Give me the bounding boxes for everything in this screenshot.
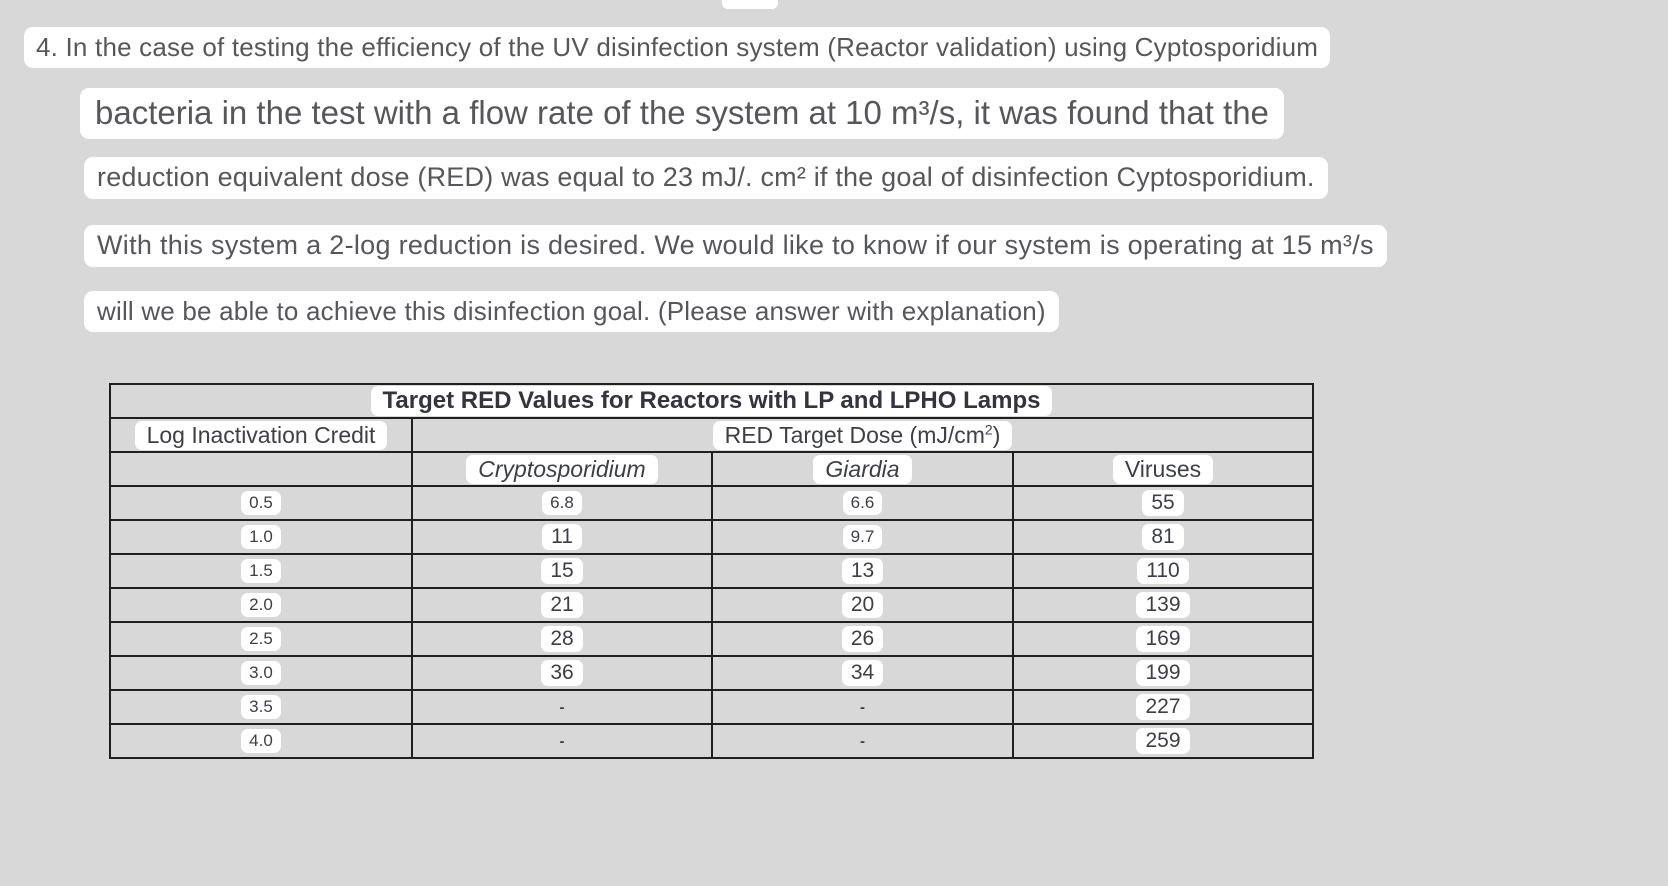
credit-value: 0.5 [241, 491, 281, 515]
dose-header-superscript: 2 [984, 420, 993, 437]
giardia-column-header-cell: Giardia [711, 451, 1014, 487]
cryptosporidium-value: 11 [542, 524, 582, 550]
table-row: 3.0 36 34 199 [109, 655, 1314, 691]
giardia-value: 20 [841, 592, 884, 618]
cryptosporidium-value: 6.8 [542, 491, 582, 515]
empty-subheader-cell [109, 451, 413, 487]
viruses-value: 81 [1142, 524, 1184, 550]
cryptosporidium-value: 21 [541, 592, 583, 618]
viruses-value: 169 [1136, 626, 1190, 652]
question-line-1: 4. In the case of testing the efficiency… [24, 27, 1331, 68]
table-subheader-row: Cryptosporidium Giardia Viruses [109, 451, 1314, 487]
red-target-dose-header-cell: RED Target Dose (mJ/cm2) [411, 417, 1314, 453]
viruses-column-header: Viruses [1112, 454, 1214, 484]
table-row: 3.5 - - 227 [109, 689, 1314, 725]
credit-value: 2.5 [241, 627, 281, 651]
question-line-2: bacteria in the test with a flow rate of… [80, 88, 1284, 139]
credit-value: 1.5 [241, 559, 281, 583]
cryptosporidium-value: 15 [541, 558, 583, 584]
viruses-column-header-cell: Viruses [1012, 451, 1314, 487]
credit-value: 3.5 [241, 695, 281, 719]
torn-highlight-artifact [722, 0, 778, 9]
table-title: Target RED Values for Reactors with LP a… [370, 386, 1053, 416]
giardia-value: 6.6 [842, 491, 883, 515]
cryptosporidium-value: - [411, 689, 713, 725]
table-row: 2.5 28 26 169 [109, 621, 1314, 657]
table-row: 1.0 11 9.7 81 [109, 519, 1314, 555]
table-row: 0.5 6.8 6.6 55 [109, 485, 1314, 521]
table-title-row: Target RED Values for Reactors with LP a… [109, 383, 1314, 419]
table-row: 1.5 15 13 110 [109, 553, 1314, 589]
giardia-value: 13 [841, 558, 884, 584]
question-line-5: will we be able to achieve this disinfec… [84, 291, 1059, 332]
table-row: 4.0 - - 259 [109, 723, 1314, 759]
question-line-4: With this system a 2-log reduction is de… [84, 225, 1387, 267]
viruses-value: 199 [1136, 660, 1190, 686]
viruses-value: 139 [1136, 592, 1190, 618]
cryptosporidium-value: - [411, 723, 713, 759]
red-target-dose-header: RED Target Dose (mJ/cm2) [712, 420, 1013, 450]
giardia-value: 26 [841, 626, 884, 652]
viruses-value: 110 [1137, 558, 1189, 584]
dose-header-suffix: ) [992, 421, 1001, 448]
dose-header-prefix: RED Target Dose (mJ/cm [724, 421, 985, 448]
giardia-value: - [711, 723, 1014, 759]
red-values-table-wrap: Target RED Values for Reactors with LP a… [109, 383, 1314, 759]
table-header-row: Log Inactivation Credit RED Target Dose … [109, 417, 1314, 453]
cryptosporidium-value: 36 [541, 660, 583, 686]
cryptosporidium-column-header-cell: Cryptosporidium [411, 451, 713, 487]
giardia-value: - [711, 689, 1014, 725]
log-inactivation-credit-header-cell: Log Inactivation Credit [109, 417, 413, 453]
credit-value: 2.0 [241, 593, 281, 617]
giardia-value: 9.7 [842, 525, 883, 549]
viruses-value: 227 [1136, 694, 1190, 720]
viruses-value: 259 [1136, 728, 1190, 754]
red-values-table: Target RED Values for Reactors with LP a… [109, 383, 1314, 759]
giardia-value: 34 [841, 660, 884, 686]
credit-value: 3.0 [241, 661, 281, 685]
cryptosporidium-value: 28 [541, 626, 583, 652]
log-inactivation-credit-header: Log Inactivation Credit [134, 420, 388, 450]
viruses-value: 55 [1142, 490, 1184, 516]
question-line-3: reduction equivalent dose (RED) was equa… [84, 157, 1328, 199]
giardia-column-header: Giardia [813, 454, 912, 484]
credit-value: 4.0 [241, 729, 281, 753]
table-row: 2.0 21 20 139 [109, 587, 1314, 623]
table-title-cell: Target RED Values for Reactors with LP a… [109, 383, 1314, 419]
credit-value: 1.0 [241, 525, 281, 549]
cryptosporidium-column-header: Cryptosporidium [466, 454, 658, 484]
